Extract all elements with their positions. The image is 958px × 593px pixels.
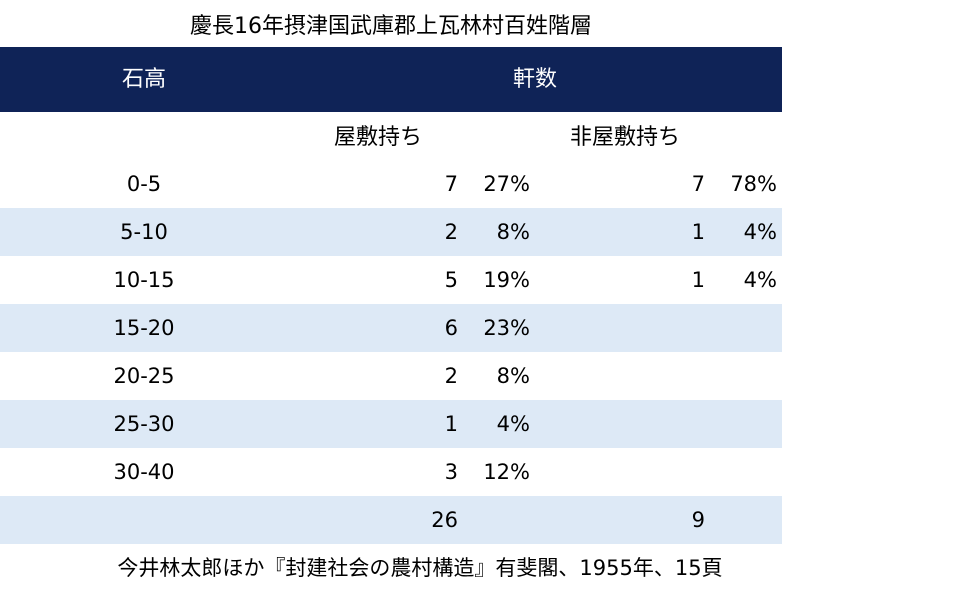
with-count-cell: 5 (444, 268, 458, 292)
with-count-cell: 2 (444, 364, 458, 388)
table-row: 30-40 3 12% (0, 448, 782, 496)
with-percent-cell: 23% (483, 316, 530, 340)
table-row: 0-5 7 27% 7 78% (0, 160, 782, 208)
with-count-cell: 1 (444, 412, 458, 436)
without-percent-cell: 78% (730, 172, 777, 196)
range-cell: 0-5 (126, 172, 162, 196)
table-row: 25-30 1 4% (0, 400, 782, 448)
subheader-without-residence: 非屋敷持ち (569, 125, 680, 150)
with-percent-cell: 19% (483, 268, 530, 292)
without-count-cell: 1 (691, 220, 705, 244)
header-stone-label: 石高 (121, 67, 166, 92)
without-total-cell: 9 (691, 508, 705, 532)
range-cell: 30-40 (113, 460, 175, 484)
with-total-cell: 26 (431, 508, 458, 532)
range-cell: 25-30 (113, 412, 175, 436)
subheader-with-residence: 屋敷持ち (333, 125, 422, 150)
with-percent-cell: 4% (496, 412, 530, 436)
with-percent-cell: 8% (496, 220, 530, 244)
without-percent-cell: 4% (743, 268, 777, 292)
table-title: 慶長16年摂津国武庫郡上瓦林村百姓階層 (190, 14, 592, 39)
with-percent-cell: 12% (483, 460, 530, 484)
table-subheader: 屋敷持ち 非屋敷持ち (0, 112, 782, 160)
totals-row: 26 9 (0, 496, 782, 544)
data-table: 石高 軒数 屋敷持ち 非屋敷持ち 0-5 7 27% 7 78% 5-10 2 … (0, 47, 782, 544)
with-percent-cell: 27% (483, 172, 530, 196)
source-citation: 今井林太郎ほか『封建社会の農村構造』有斐閣、1955年、15頁 (117, 556, 723, 580)
range-cell: 5-10 (120, 220, 168, 244)
header-count-label: 軒数 (512, 67, 557, 92)
range-cell: 20-25 (113, 364, 175, 388)
with-percent-cell: 8% (496, 364, 530, 388)
table-row: 20-25 2 8% (0, 352, 782, 400)
range-cell: 15-20 (113, 316, 175, 340)
table-row: 5-10 2 8% 1 4% (0, 208, 782, 256)
table-row: 10-15 5 19% 1 4% (0, 256, 782, 304)
without-percent-cell: 4% (743, 220, 777, 244)
with-count-cell: 7 (444, 172, 458, 196)
with-count-cell: 6 (444, 316, 458, 340)
range-cell: 10-15 (113, 268, 175, 292)
table-header: 石高 軒数 (0, 47, 782, 112)
table-row: 15-20 6 23% (0, 304, 782, 352)
with-count-cell: 2 (444, 220, 458, 244)
without-count-cell: 1 (691, 268, 705, 292)
with-count-cell: 3 (444, 460, 458, 484)
without-count-cell: 7 (691, 172, 705, 196)
